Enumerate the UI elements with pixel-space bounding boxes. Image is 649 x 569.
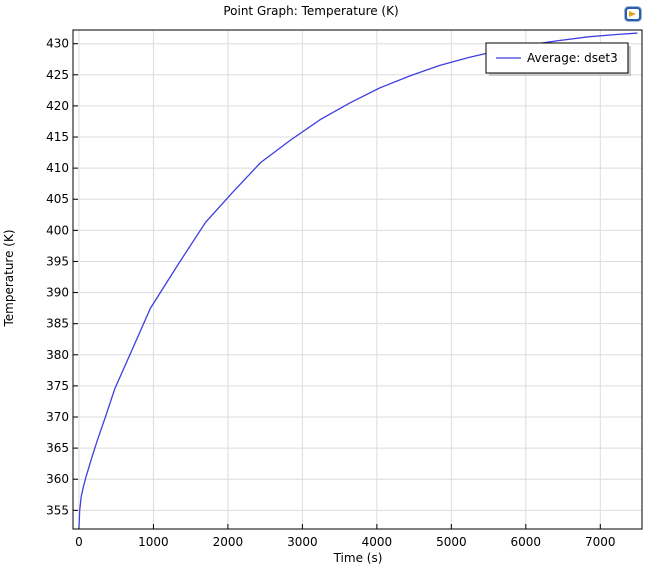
y-tick-label: 415 [46, 130, 69, 144]
y-tick-label: 425 [46, 68, 69, 82]
y-tick-label: 420 [46, 99, 69, 113]
axis-ticks: 0 1000 2000 3000 4000 5000 6000 7000 355 360 365 37… [46, 37, 615, 549]
y-tick-label: 360 [46, 472, 69, 486]
x-tick-label: 6000 [511, 535, 542, 549]
x-tick-label: 5000 [436, 535, 467, 549]
y-tick-label: 390 [46, 286, 69, 300]
legend: Average: dset3 [485, 42, 631, 76]
series-layer [78, 32, 638, 528]
x-tick-label: 3000 [287, 535, 318, 549]
legend-label: Average: dset3 [527, 51, 618, 65]
x-tick-label: 4000 [362, 535, 393, 549]
y-tick-label: 400 [46, 223, 69, 237]
grid [73, 30, 642, 529]
y-tick-label: 410 [46, 161, 69, 175]
chart-title: Point Graph: Temperature (K) [223, 4, 398, 18]
y-tick-label: 380 [46, 348, 69, 362]
x-tick-label: 2000 [213, 535, 244, 549]
x-tick-label: 7000 [585, 535, 616, 549]
plot-frame [72, 29, 643, 530]
y-tick-label: 395 [46, 254, 69, 268]
y-tick-label: 405 [46, 192, 69, 206]
x-tick-label: 1000 [138, 535, 169, 549]
app-badge-icon[interactable] [624, 6, 642, 22]
y-tick-label: 355 [46, 503, 69, 517]
y-axis-label: Temperature (K) [2, 229, 16, 327]
series-line [78, 32, 638, 528]
y-tick-label: 430 [46, 37, 69, 51]
y-tick-label: 365 [46, 441, 69, 455]
x-tick-label: 0 [75, 535, 83, 549]
y-tick-label: 375 [46, 379, 69, 393]
y-tick-label: 385 [46, 317, 69, 331]
x-axis-label: Time (s) [333, 551, 383, 565]
y-tick-label: 370 [46, 410, 69, 424]
